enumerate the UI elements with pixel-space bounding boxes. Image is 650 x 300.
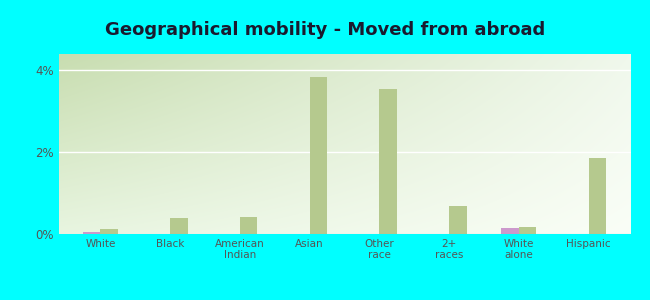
Bar: [519, 226, 536, 234]
Text: Geographical mobility - Moved from abroad: Geographical mobility - Moved from abroa…: [105, 21, 545, 39]
Bar: [240, 217, 257, 234]
Bar: [449, 206, 467, 234]
Bar: [589, 158, 606, 234]
Bar: [380, 89, 396, 234]
Bar: [170, 218, 188, 234]
Bar: [100, 229, 118, 234]
Bar: [501, 228, 519, 234]
Bar: [83, 232, 100, 234]
Bar: [309, 76, 327, 234]
